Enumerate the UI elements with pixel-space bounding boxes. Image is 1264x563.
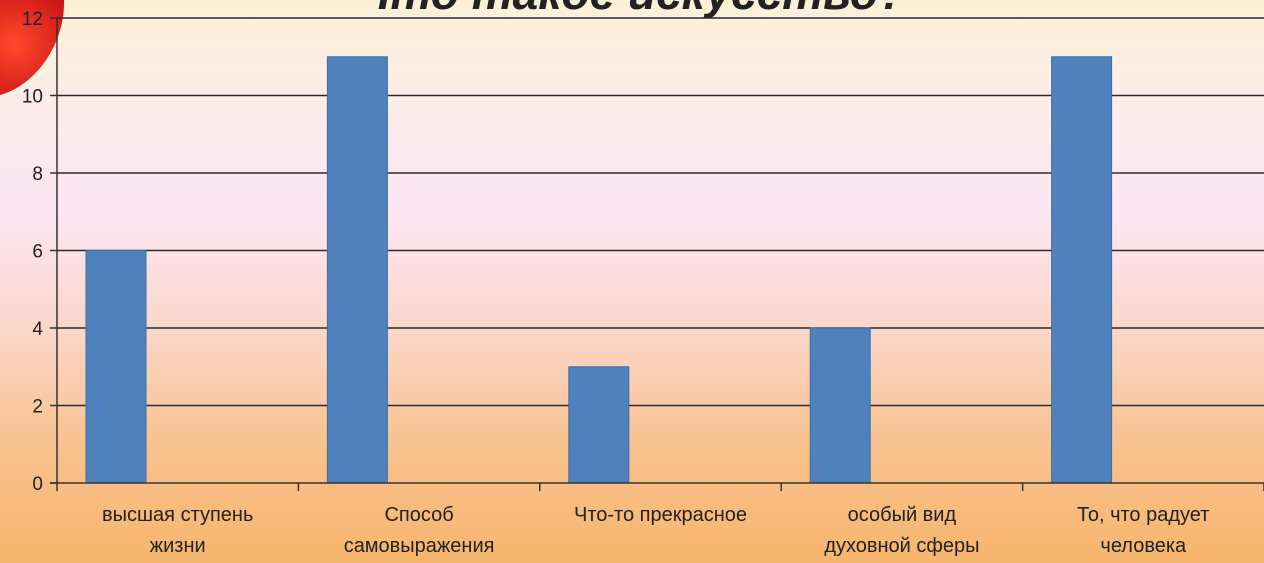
x-category-label: особый вид bbox=[848, 504, 957, 526]
y-tick-label: 10 bbox=[22, 87, 43, 108]
bar bbox=[326, 56, 388, 484]
bar bbox=[85, 250, 147, 484]
x-category-label: жизни bbox=[150, 535, 206, 557]
y-tick-label: 8 bbox=[32, 164, 43, 185]
x-category-label: духовной сферы bbox=[824, 535, 979, 557]
x-category-label: Способ bbox=[384, 504, 453, 526]
x-category-label: То, что радует bbox=[1077, 504, 1209, 526]
y-tick-label: 2 bbox=[32, 397, 43, 418]
y-tick-label: 4 bbox=[32, 319, 43, 340]
axes bbox=[50, 17, 1264, 491]
labels: 0 2 4 6 8 10 12 высшая ступень жизни Способ самовы… bbox=[22, 9, 1210, 557]
x-category-label: высшая ступень bbox=[102, 504, 253, 526]
bar bbox=[809, 327, 871, 484]
x-category-label: Что-то прекрасное bbox=[574, 504, 747, 526]
x-category-label: человека bbox=[1100, 535, 1187, 557]
x-category-label: самовыражения bbox=[344, 535, 495, 557]
y-tick-label: 0 bbox=[32, 474, 43, 495]
y-tick-label: 6 bbox=[32, 242, 43, 263]
bars bbox=[85, 56, 1113, 484]
bar bbox=[568, 366, 630, 484]
chart-title: Что такое искусство? bbox=[0, 0, 1264, 20]
bar bbox=[1051, 56, 1113, 484]
y-tick-label: 12 bbox=[22, 9, 43, 30]
